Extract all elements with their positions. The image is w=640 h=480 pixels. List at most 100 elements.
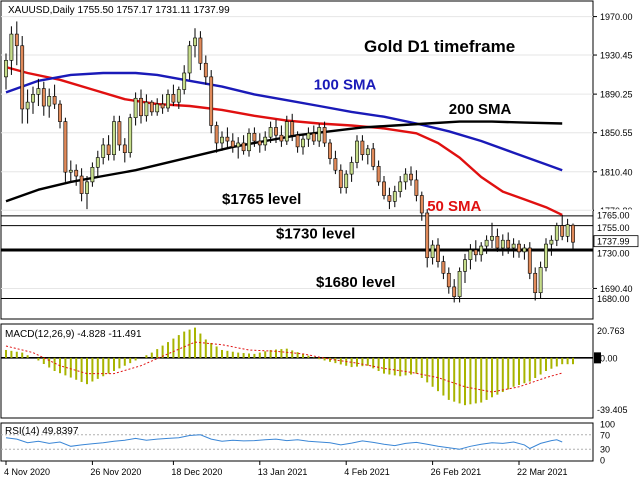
- rsi-tick-label: 70: [600, 430, 610, 440]
- price-tag-label: 1737.99: [597, 237, 630, 247]
- rsi-tick-label: 30: [600, 445, 610, 455]
- candle: [538, 261, 543, 299]
- candle-body-down: [149, 101, 154, 113]
- candle: [484, 235, 489, 254]
- macd-tick-label: -39.405: [597, 405, 628, 415]
- candle: [85, 176, 89, 210]
- candle: [209, 70, 214, 134]
- candle-body-down: [527, 247, 532, 274]
- candle-body-down: [322, 127, 327, 144]
- candle-body-up: [538, 267, 543, 294]
- candle-body-down: [560, 225, 565, 237]
- candle-body-up: [47, 96, 52, 107]
- level-label: $1680 level: [316, 274, 395, 291]
- candle: [311, 125, 316, 145]
- candle-body-up: [306, 132, 311, 140]
- candle: [187, 40, 192, 80]
- price-tag-label: 1730.00: [597, 248, 630, 258]
- candle-body-down: [473, 249, 478, 256]
- candle: [139, 89, 143, 124]
- candle-body-up: [155, 103, 160, 113]
- candle-body-up: [392, 191, 397, 202]
- candle: [63, 117, 68, 182]
- candle-body-down: [52, 96, 57, 105]
- candle-body-down: [571, 224, 575, 243]
- candle: [333, 150, 338, 175]
- candle-body-down: [387, 195, 392, 202]
- candle: [25, 89, 30, 124]
- price-tag-label: 1755.00: [597, 223, 630, 233]
- sma-line: [5, 65, 563, 216]
- candle: [90, 162, 95, 187]
- candle-body-down: [371, 148, 376, 167]
- candle-body-up: [268, 127, 273, 138]
- candle-body-down: [20, 45, 25, 110]
- candle-body-up: [544, 243, 548, 268]
- macd-panel-frame: [0, 323, 594, 419]
- moving-average-labels: 100 SMA 200 SMA 50 SMA: [314, 77, 512, 216]
- candle: [290, 113, 295, 142]
- candle-body-up: [182, 72, 187, 90]
- candle: [295, 131, 300, 153]
- candle: [490, 222, 494, 248]
- candle: [58, 100, 62, 129]
- candle-body-down: [198, 37, 203, 64]
- candle: [112, 115, 116, 161]
- candle: [425, 209, 430, 268]
- candle: [268, 121, 273, 143]
- candle: [565, 218, 570, 243]
- candle-body-up: [463, 259, 467, 272]
- candle: [409, 166, 413, 186]
- candle: [403, 168, 408, 190]
- candle-body-up: [95, 157, 100, 168]
- date-tick-label: 4 Nov 2020: [4, 467, 50, 477]
- candle: [495, 228, 500, 252]
- rsi-tick-label: 0: [600, 456, 605, 466]
- candle: [36, 78, 41, 107]
- candle: [301, 135, 305, 155]
- candle-body-up: [349, 162, 354, 175]
- candle-body-up: [193, 37, 197, 47]
- candle: [203, 55, 208, 85]
- candle-body-up: [144, 101, 149, 117]
- macd-label: MACD(12,26,9) -4.828 -11.491: [5, 329, 142, 340]
- candle-body-up: [490, 236, 494, 241]
- candle-body-down: [14, 33, 19, 47]
- rsi-line: [5, 434, 563, 450]
- date-tick-label: 18 Dec 2020: [171, 467, 222, 477]
- candle: [79, 168, 84, 202]
- price-tick-label: 1890.25: [600, 90, 633, 100]
- candle-body-up: [166, 94, 170, 109]
- candle: [247, 128, 251, 157]
- macd-axis-ticks: 20.763 0.00 -39.405: [594, 326, 628, 415]
- price-gridlines: [1, 16, 593, 289]
- candle: [544, 238, 548, 272]
- candle-body-down: [360, 140, 365, 155]
- candle-body-up: [344, 173, 349, 189]
- candle: [4, 53, 8, 90]
- candle-body-up: [187, 45, 192, 74]
- candle-body-down: [517, 243, 521, 253]
- candle-body-up: [479, 245, 484, 256]
- candle: [52, 84, 57, 109]
- candle: [452, 279, 457, 303]
- macd-signal-line: [5, 341, 563, 393]
- macd-tick-label: 0.00: [600, 353, 618, 363]
- candle: [20, 36, 25, 124]
- candle-body-down: [409, 173, 413, 181]
- candle: [225, 127, 230, 148]
- candle: [144, 94, 149, 122]
- price-tag-label: 1680.00: [597, 294, 630, 304]
- candle: [128, 113, 133, 158]
- candle: [274, 119, 278, 143]
- rsi-line: [5, 434, 563, 450]
- candle: [214, 121, 219, 153]
- candle: [155, 98, 160, 116]
- candle-body-down: [58, 103, 62, 122]
- candle: [500, 234, 505, 256]
- candle-body-down: [295, 134, 300, 148]
- candle: [328, 139, 332, 165]
- candle-body-up: [355, 140, 359, 163]
- candle-body-up: [284, 121, 289, 142]
